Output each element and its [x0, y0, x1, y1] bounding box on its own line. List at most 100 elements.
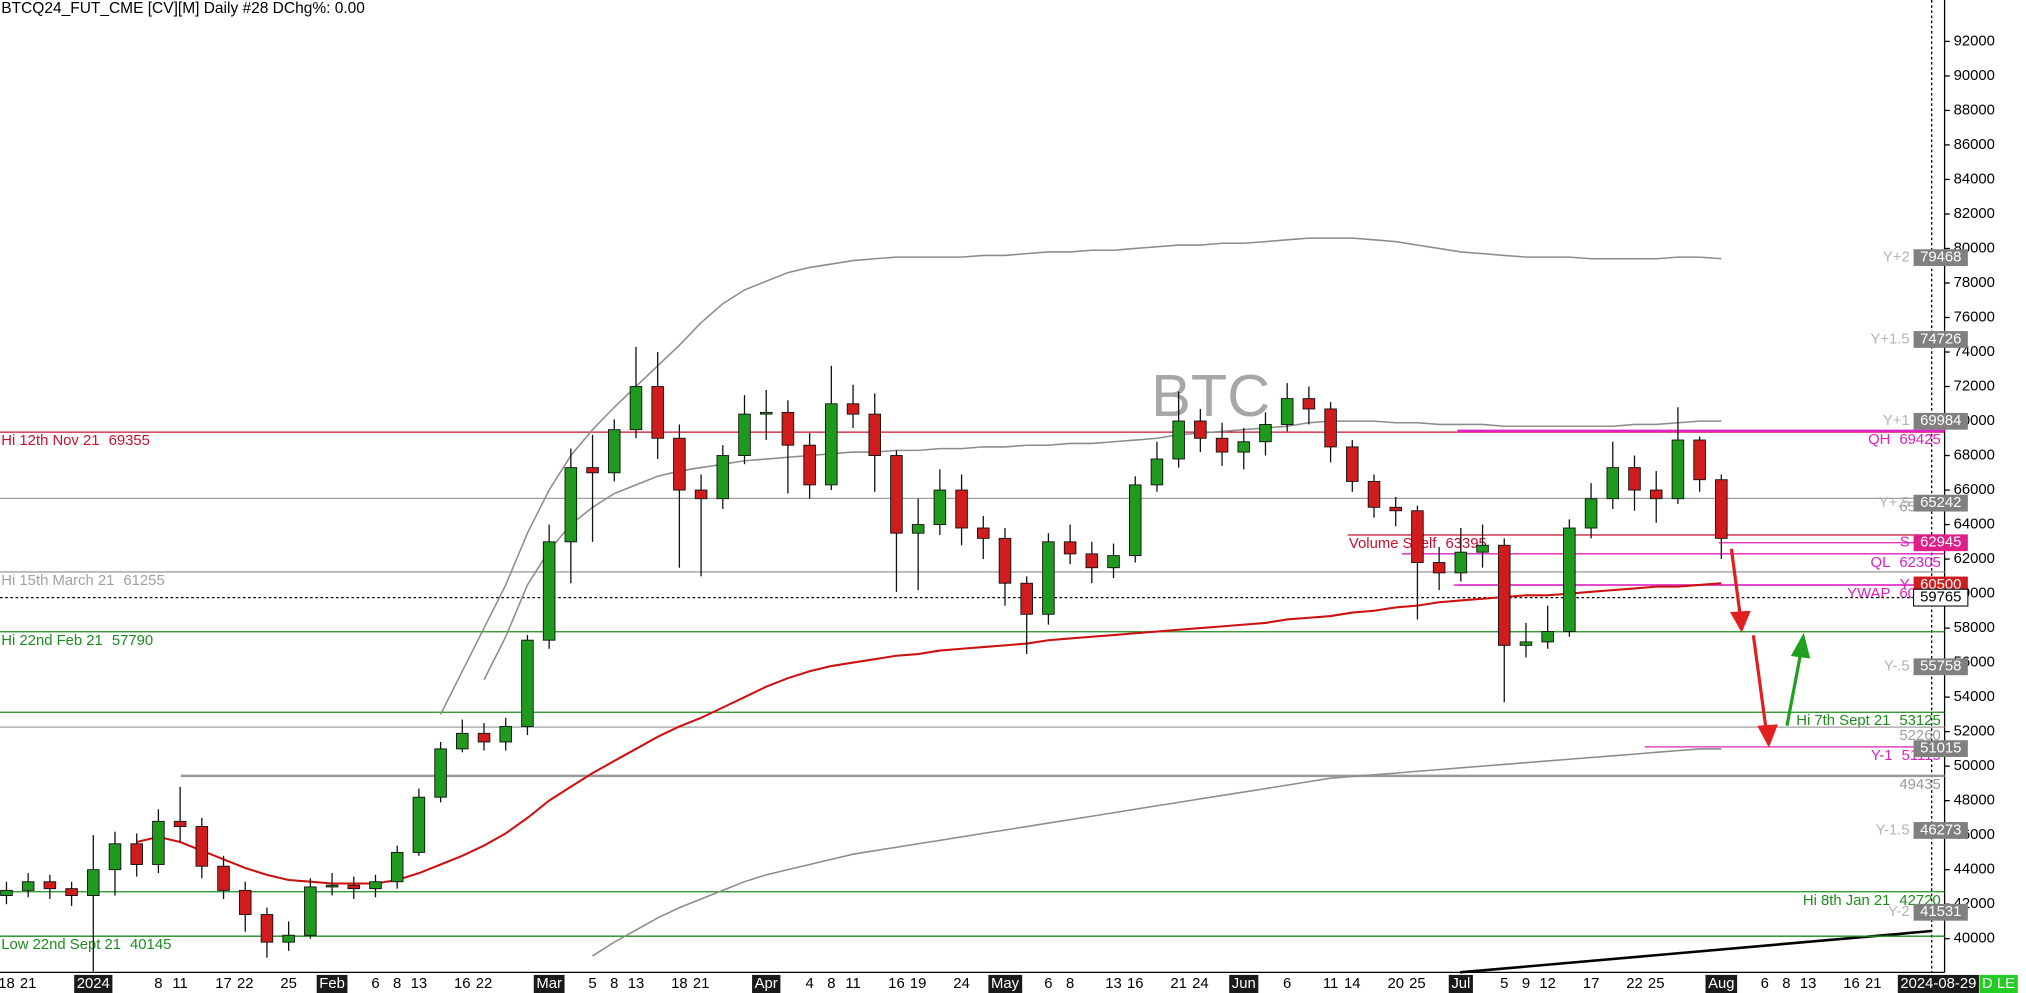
- x-tick-label: Aug: [1708, 976, 1734, 992]
- candle-body: [651, 386, 664, 439]
- candle-body: [1194, 420, 1207, 439]
- x-label-bg: [752, 974, 781, 993]
- x-tick-label: 25: [280, 976, 297, 992]
- x-tick-label: 22: [476, 976, 493, 992]
- x-tick-label: 21: [1170, 976, 1187, 992]
- candles: [0, 346, 1728, 972]
- price-tag-value: 41531: [1920, 904, 1961, 920]
- x-tick-label: 13: [628, 976, 645, 992]
- candle-body: [825, 403, 838, 486]
- price-tag-value: 79468: [1920, 250, 1961, 266]
- y-tick-label: 58000: [1954, 620, 1995, 636]
- candle-body: [0, 889, 13, 897]
- trend-line: [1459, 929, 1932, 974]
- price-tags: 79468 Y+2 74726 Y+1.5 69984 Y+1 65242 Y+.5 62945…: [1870, 249, 1969, 921]
- price-tag: [1913, 658, 1968, 676]
- x-label-bg: [1448, 974, 1473, 993]
- candle-body: [1302, 398, 1316, 410]
- price-tag: [1913, 822, 1968, 839]
- candle-body: [781, 411, 795, 446]
- level-name: Hi 22nd Feb 21: [1, 633, 103, 649]
- level-name: Hi 7th Sept 21: [1796, 713, 1890, 729]
- price-tag-prefix: Y-2: [1888, 904, 1910, 920]
- y-tick-label: 74000: [1954, 344, 1995, 360]
- level-value: 57790: [112, 633, 153, 649]
- x-tick-label: 14: [1344, 976, 1361, 992]
- y-tick-label: 86000: [1954, 137, 1995, 153]
- price-tag: [1913, 331, 1968, 348]
- y-tick-label: 54000: [1954, 689, 1995, 705]
- y-tick-label: 92000: [1954, 33, 1995, 49]
- level-label: Hi 12th Nov 21 69355: [1, 433, 150, 449]
- candle-body: [1519, 641, 1533, 646]
- candle-body: [911, 524, 925, 534]
- candle-body: [1215, 437, 1229, 453]
- arrow: [1729, 548, 1743, 618]
- x-tick-label: 6: [1283, 976, 1291, 992]
- candle-body: [673, 437, 686, 491]
- price-tag-value: 65242: [1920, 495, 1961, 511]
- candle-body: [412, 796, 426, 853]
- candle-body: [304, 886, 317, 936]
- level-value: 53125: [1899, 713, 1940, 729]
- candle-body: [977, 527, 990, 539]
- candle-body: [347, 884, 361, 890]
- candle-body: [1432, 562, 1446, 574]
- candle-body: [629, 386, 643, 431]
- y-tick-label: 90000: [1954, 68, 1995, 84]
- price-tag-value: 51015: [1920, 741, 1961, 757]
- candle-body: [87, 869, 100, 897]
- x-tick-label: May: [991, 976, 1020, 992]
- candle-body: [933, 489, 947, 526]
- candle-body: [1715, 479, 1728, 539]
- level-value: 69355: [109, 433, 150, 449]
- x-tick-label: 8: [1066, 976, 1074, 992]
- x-label-bg: [316, 974, 348, 993]
- candle-body: [260, 914, 274, 943]
- x-tick-label: 18: [671, 976, 688, 992]
- candle-body: [65, 888, 78, 897]
- candle-body: [282, 934, 295, 943]
- x-tick-label: 8: [393, 976, 401, 992]
- y-tick-label: 40000: [1954, 931, 1995, 947]
- candle-body: [1020, 582, 1033, 615]
- price-tag: [1913, 740, 1968, 758]
- price-tag: [1913, 494, 1968, 512]
- x-tick-label: Jun: [1232, 976, 1256, 992]
- candle-body: [1476, 544, 1489, 553]
- status-tag-bg: [1979, 974, 2018, 993]
- candle-body: [173, 820, 187, 827]
- x-tick-label: 5: [1500, 976, 1508, 992]
- x-tick-label: 21: [20, 976, 37, 992]
- candle-body: [152, 820, 165, 865]
- x-tick-label: Apr: [755, 976, 778, 992]
- arrow-head: [1730, 610, 1751, 633]
- price-tag-value: 62945: [1920, 535, 1961, 551]
- band-line: [439, 237, 1722, 715]
- price-tag: [1913, 412, 1968, 430]
- x-tick-label: 11: [172, 976, 187, 992]
- level-name: Low 22nd Sept 21: [1, 937, 121, 953]
- candle-body: [846, 403, 860, 415]
- x-tick-label: 5: [588, 976, 596, 992]
- x-tick-label: 2024-08-29: [1900, 976, 1976, 992]
- x-tick-label: 17: [215, 976, 232, 992]
- y-tick-label: 76000: [1954, 309, 1995, 325]
- y-tick-label: 44000: [1954, 862, 1995, 878]
- y-tick-label: 72000: [1954, 378, 1995, 394]
- x-tick-label: 6: [1044, 976, 1052, 992]
- price-tag-prefix: Y+1.5: [1870, 331, 1909, 347]
- candle-body: [21, 881, 35, 891]
- level-label: Low 22nd Sept 21 40145: [1, 937, 171, 953]
- candle-body: [217, 865, 230, 891]
- level-name: QH: [1868, 432, 1890, 448]
- price-tag-prefix: Y+.5: [1879, 495, 1910, 511]
- candle-body: [1541, 631, 1554, 643]
- x-tick-label: 8: [154, 976, 162, 992]
- level-value: 62305: [1899, 555, 1940, 571]
- candle-body: [1628, 467, 1641, 491]
- x-tick-label: 22: [1626, 976, 1643, 992]
- level-label: QH 69425: [1868, 432, 1941, 448]
- candle-body: [955, 489, 968, 529]
